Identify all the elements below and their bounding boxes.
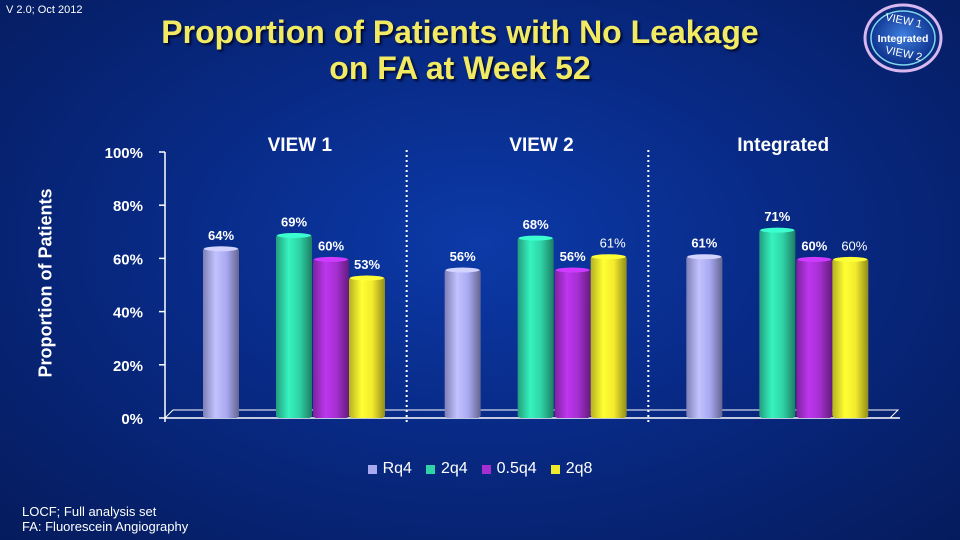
bar-top — [518, 235, 553, 241]
data-label: 53% — [354, 257, 380, 272]
footnotes: LOCF; Full analysis set FA: Fluorescein … — [22, 504, 188, 534]
group-label: VIEW 1 — [268, 135, 333, 156]
bar-0.5q4-VIEW 2 — [554, 269, 591, 418]
bar-0.5q4-Integrated — [796, 258, 833, 418]
legend-label-05q4: 0.5q4 — [496, 460, 537, 477]
badge-inner — [870, 10, 936, 66]
slide-title: Proportion of Patients with No Leakage o… — [40, 14, 880, 86]
data-label: 64% — [208, 228, 234, 243]
bar-0.5q4-VIEW 1 — [313, 258, 349, 418]
bar-top — [760, 227, 795, 233]
bar-Rq4-VIEW 2 — [444, 269, 481, 418]
data-label: 68% — [523, 217, 549, 232]
badge-middle-text: Integrated — [878, 33, 929, 45]
legend-item-rq4: Rq4 — [367, 460, 412, 478]
data-label: 71% — [764, 209, 790, 224]
bar-Rq4-VIEW 1 — [203, 247, 239, 418]
legend-item-05q4: 0.5q4 — [481, 460, 537, 478]
data-label: 61% — [600, 236, 626, 251]
legend-swatch-2q8 — [550, 464, 560, 474]
group-label: VIEW 2 — [509, 135, 573, 156]
footnote-1: LOCF; Full analysis set — [22, 504, 157, 519]
data-label: 60% — [801, 238, 827, 253]
data-label: 69% — [281, 214, 307, 229]
legend-label-2q8: 2q8 — [565, 460, 593, 477]
y-tick-label: 100% — [105, 145, 143, 162]
y-tick-label: 40% — [113, 305, 143, 322]
bar-2q8-Integrated — [832, 258, 869, 418]
legend-label-rq4: Rq4 — [382, 460, 412, 477]
data-label: 61% — [691, 236, 717, 251]
legend-swatch-rq4 — [367, 464, 377, 474]
legend-label-2q4: 2q4 — [440, 460, 468, 477]
bar-2q4-Integrated — [759, 229, 796, 418]
bar-2q4-VIEW 2 — [517, 237, 554, 418]
y-tick-label: 80% — [113, 198, 143, 215]
bar-top — [833, 256, 868, 262]
view-integrated-badge: VIEW 1 Integrated VIEW 2 — [863, 3, 943, 73]
version-label: V 2.0; Oct 2012 — [6, 4, 83, 16]
bar-Rq4-Integrated — [686, 255, 723, 418]
data-label: 56% — [560, 249, 586, 264]
bar-top — [555, 267, 590, 273]
title-line-1: Proportion of Patients with No Leakage — [161, 14, 759, 50]
data-label: 60% — [841, 238, 867, 253]
bar-2q8-VIEW 2 — [590, 255, 627, 418]
bar-top — [314, 256, 348, 262]
bar-2q8-VIEW 1 — [349, 277, 385, 418]
bar-top — [797, 256, 832, 262]
bar-2q4-VIEW 1 — [276, 234, 312, 418]
bar-top — [204, 246, 238, 252]
chart-legend: Rq4 2q4 0.5q4 2q8 — [0, 460, 960, 478]
bar-top — [350, 275, 384, 281]
group-label: Integrated — [737, 135, 829, 156]
y-tick-label: 0% — [121, 411, 143, 428]
y-tick-label: 20% — [113, 358, 143, 375]
title-line-2: on FA at Week 52 — [329, 50, 591, 86]
legend-item-2q4: 2q4 — [425, 460, 468, 478]
bar-top — [591, 254, 626, 260]
data-label: 60% — [318, 238, 344, 253]
bar-top — [445, 267, 480, 273]
bar-top — [277, 232, 311, 238]
legend-item-2q8: 2q8 — [550, 460, 593, 478]
legend-swatch-05q4 — [481, 464, 491, 474]
bar-top — [687, 254, 722, 260]
data-label: 56% — [450, 249, 476, 264]
y-tick-label: 60% — [113, 251, 143, 268]
footnote-2: FA: Fluorescein Angiography — [22, 519, 189, 534]
legend-swatch-2q4 — [425, 464, 435, 474]
